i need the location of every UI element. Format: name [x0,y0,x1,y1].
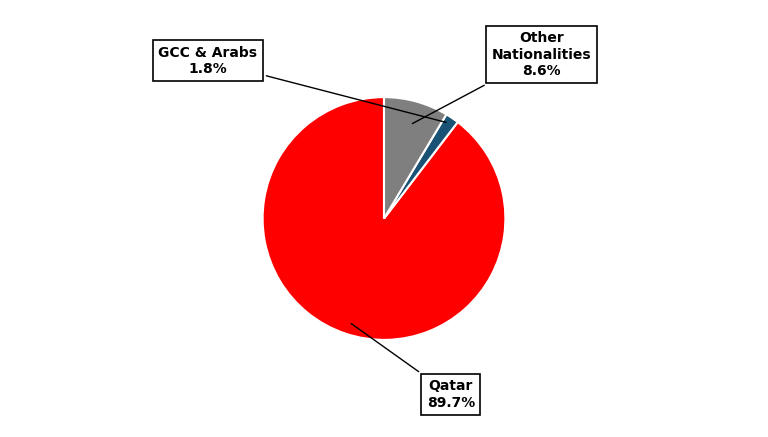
Text: GCC & Arabs
1.8%: GCC & Arabs 1.8% [158,45,446,122]
Text: Other
Nationalities
8.6%: Other Nationalities 8.6% [412,31,591,124]
Wedge shape [384,114,458,218]
Wedge shape [384,97,446,218]
Text: Qatar
89.7%: Qatar 89.7% [351,323,475,409]
Wedge shape [263,97,505,340]
